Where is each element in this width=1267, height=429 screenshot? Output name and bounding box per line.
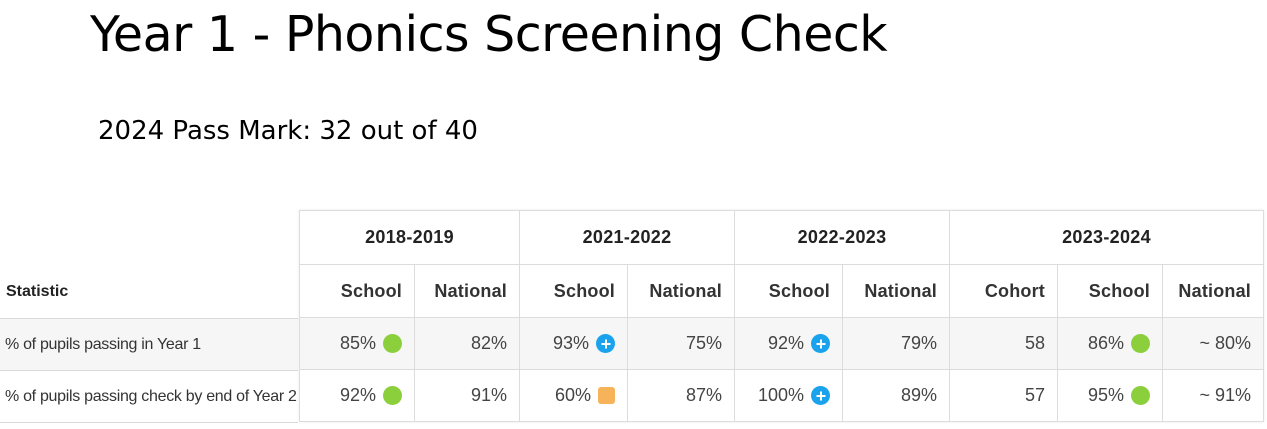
- cell-value: 58: [1024, 333, 1045, 353]
- cell-value: 100%: [757, 385, 804, 405]
- blue-plus-icon: [596, 334, 615, 353]
- statistic-label-year1: % of pupils passing in Year 1: [0, 319, 298, 371]
- cell-value: 92%: [339, 385, 376, 405]
- cell-value: 92%: [767, 333, 804, 353]
- cell-value: 91%: [470, 385, 507, 405]
- table-cell: 93%: [519, 317, 628, 370]
- cell-value: 85%: [339, 333, 376, 353]
- phonics-results-table: 2018-2019 2021-2022 2022-2023 2023-2024 …: [299, 210, 1265, 422]
- table-cell: 92%: [299, 369, 415, 422]
- column-header-row: School National School National School N…: [299, 264, 1265, 318]
- table-cell: 86%: [1057, 317, 1163, 370]
- column-header: National: [627, 264, 735, 318]
- table-cell: 79%: [842, 317, 950, 370]
- table-cell: ~ 80%: [1161, 317, 1265, 370]
- table-row: 85% 82% 93% 75% 92% 79% 58 86% ~ 80%: [299, 317, 1265, 370]
- column-header: School: [734, 264, 843, 318]
- column-header: Cohort: [949, 264, 1058, 318]
- table-cell: 75%: [627, 317, 735, 370]
- table-cell: 91%: [414, 369, 520, 422]
- cell-value: 79%: [900, 333, 937, 353]
- column-header: School: [519, 264, 628, 318]
- table-cell: 92%: [734, 317, 843, 370]
- year-header-row: 2018-2019 2021-2022 2022-2023 2023-2024: [299, 210, 1265, 265]
- green-circle-icon: [1131, 334, 1150, 353]
- year-header: 2018-2019: [299, 210, 520, 265]
- table-cell: ~ 91%: [1161, 369, 1265, 422]
- year-header: 2021-2022: [519, 210, 735, 265]
- table-cell: 95%: [1057, 369, 1163, 422]
- green-circle-icon: [383, 334, 402, 353]
- blue-plus-icon: [811, 334, 830, 353]
- statistic-label-year2: % of pupils passing check by end of Year…: [0, 371, 298, 423]
- blue-plus-icon: [811, 386, 830, 405]
- cell-value: ~ 80%: [1199, 333, 1252, 353]
- green-circle-icon: [383, 386, 402, 405]
- statistic-column: Statistic % of pupils passing in Year 1 …: [0, 266, 298, 423]
- cell-value: 57: [1024, 385, 1045, 405]
- statistic-header: Statistic: [0, 266, 298, 319]
- amber-square-icon: [598, 387, 615, 404]
- column-header: National: [842, 264, 950, 318]
- table-row: 92% 91% 60% 87% 100% 89% 57 95% ~ 91%: [299, 369, 1265, 422]
- table-cell: 100%: [734, 369, 843, 422]
- cell-value: 89%: [900, 385, 937, 405]
- table-cell: 82%: [414, 317, 520, 370]
- cell-value: 87%: [685, 385, 722, 405]
- cell-value: 95%: [1087, 385, 1124, 405]
- column-header: National: [414, 264, 520, 318]
- table-cell: 60%: [519, 369, 628, 422]
- green-circle-icon: [1131, 386, 1150, 405]
- column-header: School: [299, 264, 415, 318]
- cell-value: 75%: [685, 333, 722, 353]
- column-header: School: [1057, 264, 1163, 318]
- page-title: Year 1 - Phonics Screening Check: [90, 6, 888, 63]
- year-header: 2023-2024: [948, 210, 1265, 265]
- column-header: National: [1161, 264, 1265, 318]
- table-cell: 89%: [842, 369, 950, 422]
- cell-value: 82%: [470, 333, 507, 353]
- table-cell: 57: [949, 369, 1058, 422]
- cell-value: 60%: [554, 385, 591, 405]
- cell-value: 93%: [552, 333, 589, 353]
- pass-mark-text: 2024 Pass Mark: 32 out of 40: [98, 116, 478, 146]
- table-cell: 58: [949, 317, 1058, 370]
- table-cell: 87%: [627, 369, 735, 422]
- table-cell: 85%: [299, 317, 415, 370]
- cell-value: 86%: [1087, 333, 1124, 353]
- year-header: 2022-2023: [734, 210, 950, 265]
- cell-value: ~ 91%: [1199, 385, 1252, 405]
